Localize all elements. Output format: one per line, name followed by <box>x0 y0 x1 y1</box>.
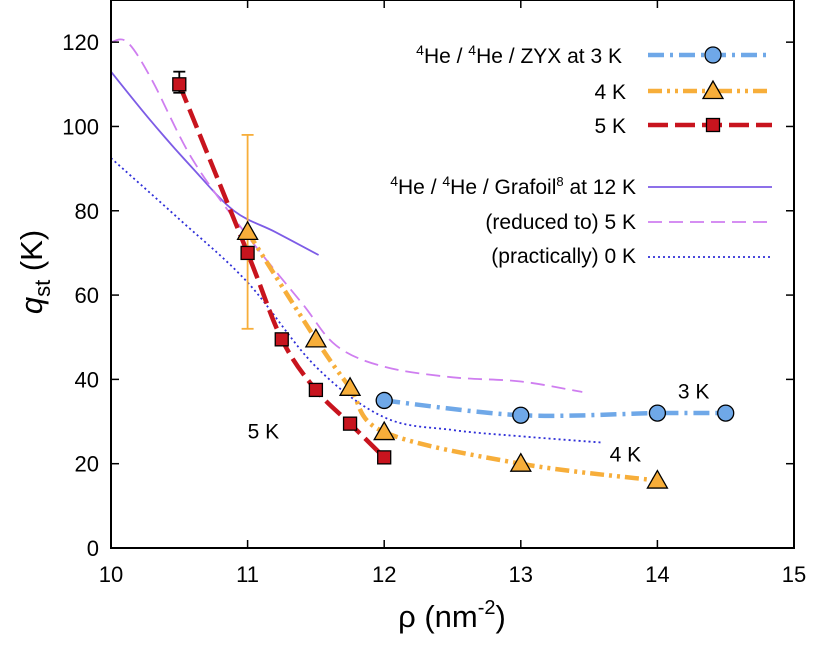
data-point-s1-3 <box>373 420 396 441</box>
legend-group1-sup-b: 4 <box>468 42 476 58</box>
x-axis-label-close: ) <box>496 599 506 634</box>
x-tick-label-1: 11 <box>236 562 259 587</box>
series-line-0 <box>383 398 726 419</box>
data-point-s1-5 <box>646 469 669 489</box>
data-point-s0-0 <box>375 391 393 410</box>
legend-group1-header: 4He / 4He / ZYX at 3 K <box>416 42 622 68</box>
legend-group2-ref: 8 <box>556 174 563 189</box>
legend-label-5k: 5 K <box>594 115 626 138</box>
data-point-s2-5 <box>377 450 392 465</box>
series-line-4 <box>111 38 583 393</box>
data-point-s0-2 <box>648 404 667 422</box>
x-axis-label-main: ρ (nm <box>398 599 478 634</box>
y-tick-label-3: 60 <box>75 283 99 308</box>
x-tick-label-2: 12 <box>372 562 396 587</box>
y-tick-label-6: 120 <box>62 30 99 55</box>
data-point-s0-3 <box>717 404 735 422</box>
series-line-3 <box>111 71 320 256</box>
annotation-5k: 5 K <box>248 420 280 443</box>
y-tick-label-5: 100 <box>62 114 99 139</box>
data-point-s2-3 <box>308 382 324 398</box>
legend-label-practically: (practically) 0 K <box>491 245 636 268</box>
legend-key-marker-2 <box>705 117 721 133</box>
legend-group1-tail: He / ZYX at 3 K <box>476 45 622 68</box>
data-point-s2-0 <box>172 77 187 92</box>
legend-group1-sup-a: 4 <box>416 42 424 58</box>
legend-label-4k: 4 K <box>594 81 626 104</box>
legend-group2-sup-b: 4 <box>442 173 450 189</box>
data-point-s0-1 <box>512 406 530 424</box>
data-point-s2-1 <box>240 245 255 261</box>
series-line-1 <box>245 230 658 483</box>
data-point-s1-0 <box>236 220 259 240</box>
y-axis-label-unit: (K) <box>14 230 49 280</box>
data-point-s1-2 <box>338 376 362 396</box>
data-point-s2-2 <box>274 332 289 347</box>
plot-border <box>110 0 795 549</box>
x-tick-label-4: 14 <box>645 562 669 587</box>
y-tick-label-2: 40 <box>75 367 99 392</box>
legend-key-marker-1 <box>701 79 725 100</box>
y-axis-label-symbol: q <box>14 296 49 314</box>
legend-group2-tail: He / Grafoil <box>450 176 556 199</box>
plot-frame <box>110 0 795 549</box>
legend-label-reduced: (reduced to) 5 K <box>485 211 636 234</box>
x-axis-label-exponent: -2 <box>478 597 496 619</box>
y-tick-label-4: 80 <box>75 199 99 224</box>
annotation-3k: 3 K <box>678 380 710 403</box>
data-point-s1-1 <box>304 328 328 348</box>
legend-group2-end: at 12 K <box>564 176 636 199</box>
x-tick-label-5: 15 <box>782 562 806 587</box>
y-axis-label: qst (K) <box>14 230 55 314</box>
x-tick-label-0: 10 <box>99 562 123 587</box>
y-tick-label-1: 20 <box>75 452 99 477</box>
legend-key-marker-0 <box>704 46 722 64</box>
series-line-2 <box>177 83 386 459</box>
y-axis-label-subscript: st <box>30 280 55 297</box>
axis-ticks: 10 11 12 13 14 15 0 20 40 60 80 100 120 <box>62 0 806 587</box>
legend-group2-header: 4He / 4He / Grafoil8 at 12 K <box>390 173 636 199</box>
legend-group2-sup-a: 4 <box>390 173 398 189</box>
legend-group2-mid: He / <box>398 176 442 199</box>
x-axis-label: ρ (nm-2) <box>398 597 506 634</box>
data-point-s2-4 <box>342 416 358 431</box>
series-layer <box>111 38 735 489</box>
x-tick-label-3: 13 <box>509 562 533 587</box>
legend-keys <box>648 46 772 258</box>
annotation-4k: 4 K <box>610 444 642 467</box>
plot-area <box>111 38 735 489</box>
series-line-5 <box>111 157 603 444</box>
legend-group1-mid: He / <box>424 45 468 68</box>
data-point-s1-4 <box>509 452 532 472</box>
legend: 4He / 4He / ZYX at 3 K 4 K 5 K 4He / 4He… <box>390 42 772 268</box>
y-tick-label-0: 0 <box>87 536 99 561</box>
